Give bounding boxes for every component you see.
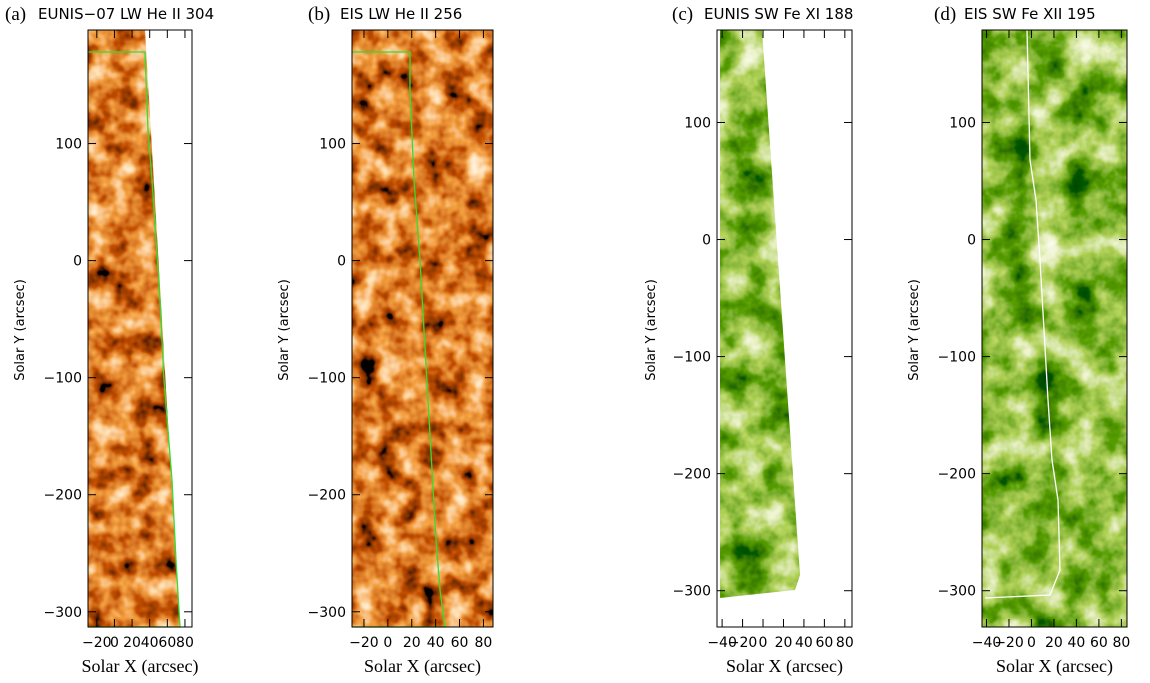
y-tick-label: 0 (967, 233, 976, 249)
panel-label: (b) (308, 4, 330, 25)
axes-box (716, 29, 853, 628)
y-tick-label: −100 (938, 350, 976, 366)
panel-label: (a) (5, 4, 26, 25)
x-tick-label: −20 (349, 635, 379, 651)
x-tick-label: 60 (158, 635, 176, 651)
panel-label: (c) (672, 4, 693, 25)
x-tick-label: 40 (141, 635, 159, 651)
y-tick-label: 0 (73, 254, 82, 270)
image (720, 30, 800, 598)
x-tick-label: −20 (728, 635, 758, 651)
axes-box (87, 29, 193, 628)
y-tick-label: 0 (702, 233, 711, 249)
x-tick-label: −20 (82, 635, 112, 651)
image (982, 30, 1127, 627)
x-tick-label: 0 (759, 635, 768, 651)
y-tick-label: 100 (319, 137, 346, 153)
y-tick-label: −100 (673, 350, 711, 366)
y-tick-label: −200 (673, 467, 711, 483)
axes-box (981, 29, 1128, 628)
x-tick-label: 0 (383, 635, 392, 651)
x-axis-label: Solar X (arcsec) (996, 656, 1113, 677)
x-tick-label: 0 (1027, 635, 1036, 651)
x-tick-label: 20 (123, 635, 141, 651)
x-tick-label: −20 (994, 635, 1024, 651)
x-tick-label: 80 (836, 635, 854, 651)
axes-box (351, 29, 494, 628)
contour (984, 29, 1061, 599)
contour (352, 51, 446, 628)
x-tick-label: 20 (1045, 635, 1063, 651)
y-tick-label: −300 (673, 584, 711, 600)
panel-title: EUNIS SW Fe XI 188 (704, 5, 853, 23)
x-axis-label: Solar X (arcsec) (82, 656, 199, 677)
y-tick-label: −100 (308, 371, 346, 387)
y-axis-label: Solar Y (arcsec) (907, 279, 922, 381)
x-tick-label: 60 (1090, 635, 1108, 651)
y-tick-label: 0 (337, 254, 346, 270)
panel-title: EIS LW He II 256 (340, 5, 462, 23)
x-axis-label: Solar X (arcsec) (726, 656, 843, 677)
x-tick-label: 80 (475, 635, 493, 651)
x-tick-label: 0 (110, 635, 119, 651)
x-tick-label: 40 (795, 635, 813, 651)
y-tick-label: 100 (55, 137, 82, 153)
y-tick-label: −300 (44, 605, 82, 621)
x-tick-label: 60 (815, 635, 833, 651)
y-tick-label: −300 (938, 584, 976, 600)
x-tick-label: 20 (775, 635, 793, 651)
image (352, 30, 493, 627)
y-tick-label: −200 (938, 467, 976, 483)
y-tick-label: −100 (44, 371, 82, 387)
x-tick-label: 80 (176, 635, 194, 651)
panel-title: EUNIS−07 LW He II 304 (38, 5, 214, 23)
x-tick-label: 80 (1112, 635, 1130, 651)
contour (88, 51, 181, 628)
y-tick-label: −300 (308, 605, 346, 621)
x-tick-label: 40 (1068, 635, 1086, 651)
y-axis-label: Solar Y (arcsec) (277, 279, 292, 381)
x-tick-label: −40 (972, 635, 1002, 651)
y-tick-label: 100 (949, 115, 976, 131)
x-tick-label: 20 (403, 635, 421, 651)
x-tick-label: −40 (707, 635, 737, 651)
x-axis-label: Solar X (arcsec) (364, 656, 481, 677)
y-tick-label: −200 (308, 488, 346, 504)
y-tick-label: −200 (44, 488, 82, 504)
y-axis-label: Solar Y (arcsec) (13, 279, 28, 381)
y-tick-label: 100 (684, 115, 711, 131)
y-axis-label: Solar Y (arcsec) (644, 279, 659, 381)
image (88, 30, 180, 627)
x-tick-label: 40 (427, 635, 445, 651)
panel-label: (d) (934, 4, 956, 25)
panel-title: EIS SW Fe XII 195 (964, 5, 1096, 23)
x-tick-label: 60 (451, 635, 469, 651)
